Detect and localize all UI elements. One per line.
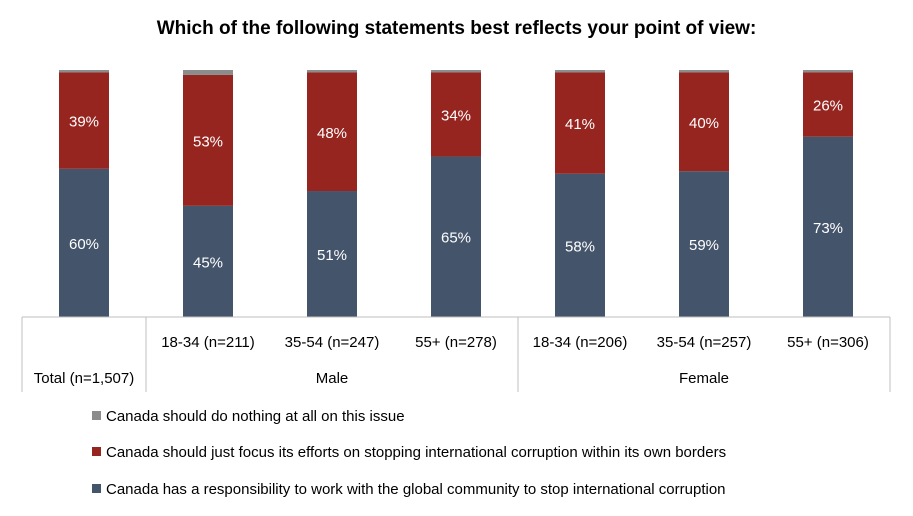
legend-label-nothing: Canada should do nothing at all on this … xyxy=(106,408,405,425)
data-label-global-3: 65% xyxy=(441,230,471,247)
bar-own-borders-4 xyxy=(555,72,605,174)
tick-label-4: 18-34 (n=206) xyxy=(533,334,628,351)
bar-global-0 xyxy=(59,168,109,317)
data-label-global-0: 60% xyxy=(69,236,99,253)
bar-nothing-1 xyxy=(183,70,233,75)
bar-global-5 xyxy=(679,171,729,317)
data-label-global-5: 59% xyxy=(689,237,719,254)
bar-own-borders-1 xyxy=(183,74,233,206)
data-label-global-1: 45% xyxy=(193,254,223,271)
data-label-own-borders-3: 34% xyxy=(441,107,471,124)
bar-nothing-0 xyxy=(59,70,109,73)
bar-nothing-3 xyxy=(431,70,481,73)
bar-own-borders-3 xyxy=(431,72,481,157)
legend-item-own-borders: Canada should just focus its efforts on … xyxy=(92,444,726,462)
bar-global-2 xyxy=(307,191,357,317)
bar-own-borders-2 xyxy=(307,72,357,192)
bar-own-borders-0 xyxy=(59,72,109,169)
bar-nothing-5 xyxy=(679,70,729,73)
bar-nothing-2 xyxy=(307,70,357,73)
bar-global-6 xyxy=(803,136,853,317)
group-label-0: Male xyxy=(316,370,349,387)
data-label-global-6: 73% xyxy=(813,220,843,237)
chart-title: Which of the following statements best r… xyxy=(156,18,757,39)
tick-label-6: 55+ (n=306) xyxy=(787,334,869,351)
data-label-own-borders-0: 39% xyxy=(69,114,99,131)
bar-global-4 xyxy=(555,173,605,317)
data-label-own-borders-1: 53% xyxy=(193,133,223,150)
bar-own-borders-5 xyxy=(679,72,729,172)
tick-label-3: 55+ (n=278) xyxy=(415,334,497,351)
data-label-global-2: 51% xyxy=(317,247,347,264)
legend-swatch-own-borders xyxy=(92,447,101,456)
bar-own-borders-6 xyxy=(803,72,853,137)
data-label-own-borders-2: 48% xyxy=(317,125,347,142)
legend-label-global: Canada has a responsibility to work with… xyxy=(106,481,726,498)
bar-nothing-4 xyxy=(555,70,605,73)
legend-item-nothing: Canada should do nothing at all on this … xyxy=(92,408,405,426)
legend-swatch-nothing xyxy=(92,411,101,420)
data-label-own-borders-4: 41% xyxy=(565,116,595,133)
tick-label-2: 35-54 (n=247) xyxy=(285,334,380,351)
legend-label-own-borders: Canada should just focus its efforts on … xyxy=(106,444,727,461)
bar-nothing-6 xyxy=(803,70,853,73)
legend-item-global: Canada has a responsibility to work with… xyxy=(92,481,726,499)
group-label-1: Female xyxy=(679,370,729,387)
stacked-bar-chart: 60% 39% 45% 53% 51% 48% 65% 34% 58% 41% 59% 40% 73% 2… xyxy=(21,70,891,392)
bar-global-1 xyxy=(183,205,233,317)
data-label-own-borders-5: 40% xyxy=(689,115,719,132)
tick-label-5: 35-54 (n=257) xyxy=(657,334,752,351)
legend-swatch-global xyxy=(92,484,101,493)
tick-label-1: 18-34 (n=211) xyxy=(161,334,255,351)
tick-label-0: Total (n=1,507) xyxy=(34,370,134,387)
data-label-global-4: 58% xyxy=(565,238,595,255)
data-label-own-borders-6: 26% xyxy=(813,98,843,115)
bar-global-3 xyxy=(431,156,481,317)
